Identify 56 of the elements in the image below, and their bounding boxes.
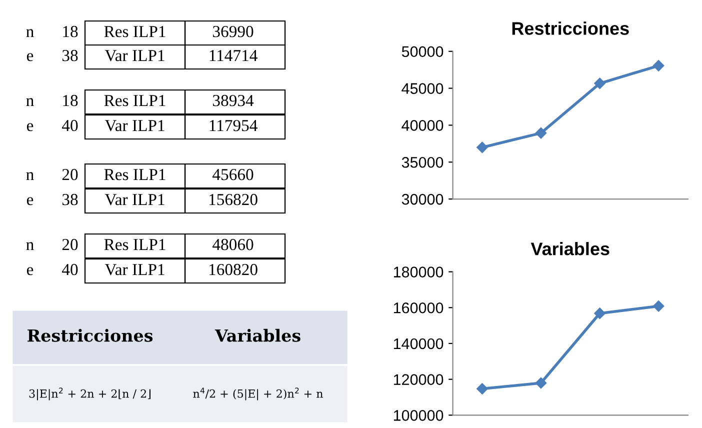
point [652,300,664,312]
text: 18 [63,26,78,38]
text: 38934 [212,94,254,106]
text: 48060 [212,238,254,250]
y-tick-label: 35000 [402,156,444,168]
text: n [26,98,34,106]
text: Res ILP1 [104,239,166,250]
text: 156820 [209,194,258,206]
text: n [26,172,34,180]
text: Var ILP1 [104,194,164,206]
chart-title: Variables [530,242,610,256]
text: Var ILP1 [104,120,164,132]
text: 40 [62,120,78,132]
text: n$^{4}$/2 + (5|E| + 2)n$^{2}$ + n [193,388,323,400]
chart-title: Restricciones [512,22,629,35]
text: 38 [62,50,78,62]
point [476,142,488,154]
text: 114714 [210,50,258,62]
point [535,377,547,389]
y-tick-label: 30000 [402,194,444,205]
y-tick-label: 120000 [394,374,444,385]
y-tick-label: 160000 [394,302,444,314]
text: 36990 [212,26,254,38]
text: Res ILP1 [104,169,166,180]
text: 45660 [212,168,254,180]
text: Res ILP1 [104,26,166,38]
text: 40 [62,264,78,276]
text: e [26,53,34,62]
text: e [26,123,34,132]
point [652,60,664,72]
y-tick-label: 40000 [402,120,444,131]
text: Res ILP1 [104,95,166,106]
text: 20 [62,238,78,250]
y-tick-label: 50000 [402,46,444,58]
text: n [26,29,34,38]
point [594,78,606,90]
y-tick-label: 180000 [394,266,444,278]
text: Restricciones [28,328,153,342]
text: e [26,267,34,276]
text: e [26,197,34,206]
text: 3|E|n$^{2}$ + 2n + 2⌊n / 2⌋ [29,388,150,400]
y-tick-label: 45000 [402,83,444,94]
y-tick-label: 100000 [394,410,444,421]
point [594,308,606,319]
y-tick-label: 140000 [394,338,444,350]
point [476,383,488,394]
text: n [26,242,34,250]
text: Variables [214,328,300,342]
point [535,127,547,139]
text: 20 [62,168,78,180]
text: 18 [63,94,78,106]
text: Var ILP1 [104,50,164,62]
text: Var ILP1 [104,264,164,276]
text: 117954 [210,120,258,132]
text: 38 [62,194,78,206]
text: 160820 [209,264,258,276]
